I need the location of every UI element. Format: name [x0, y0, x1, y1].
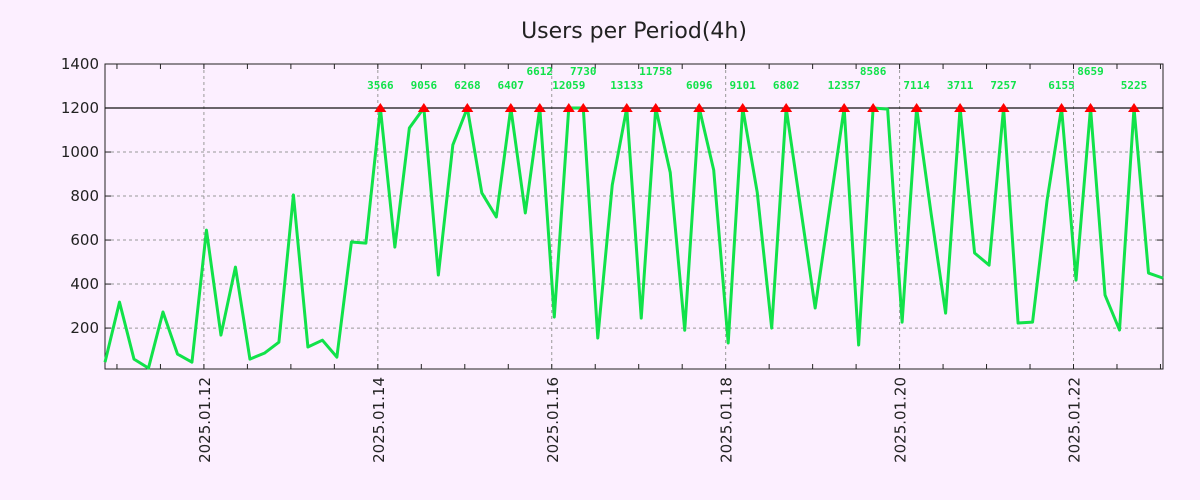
peak-marker-icon	[562, 103, 575, 113]
x-tick-label: 2025.01.16	[544, 377, 562, 463]
x-tick-label: 2025.01.20	[892, 377, 910, 463]
peak-marker-icon	[1055, 103, 1068, 113]
peak-value-label: 6407	[498, 79, 525, 92]
peak-value-label: 8586	[860, 65, 887, 78]
peak-value-label: 12357	[828, 79, 861, 92]
x-tick-label: 2025.01.14	[370, 377, 388, 463]
peak-value-label: 6155	[1048, 79, 1075, 92]
peak-value-label: 3566	[367, 79, 394, 92]
y-tick-label: 1200	[61, 99, 99, 117]
y-tick-label: 600	[70, 231, 99, 249]
peak-marker-icon	[620, 103, 633, 113]
peak-value-label: 7257	[990, 79, 1017, 92]
y-tick-label: 200	[70, 319, 99, 337]
peak-value-label: 8659	[1077, 65, 1104, 78]
peak-marker-icon	[867, 103, 880, 113]
peak-value-label: 9101	[729, 79, 756, 92]
peak-marker-icon	[504, 103, 517, 113]
peak-value-label: 11758	[639, 65, 672, 78]
peak-value-label: 6802	[773, 79, 800, 92]
peak-value-label: 6096	[686, 79, 713, 92]
users-line	[103, 106, 1164, 370]
peak-value-label: 7730	[570, 65, 597, 78]
peak-value-label: 6612	[527, 65, 554, 78]
peak-marker-icon	[1128, 103, 1141, 113]
peak-value-label: 12059	[552, 79, 585, 92]
peak-marker-icon	[838, 103, 851, 113]
peak-marker-icon	[374, 103, 387, 113]
x-tick-label: 2025.01.18	[718, 377, 736, 463]
peak-marker-icon	[533, 103, 546, 113]
peak-value-label: 5225	[1121, 79, 1148, 92]
x-tick-label: 2025.01.22	[1066, 377, 1084, 463]
series	[103, 106, 1164, 370]
x-tick-label: 2025.01.12	[196, 377, 214, 463]
y-tick-label: 400	[70, 275, 99, 293]
peak-marker-icon	[693, 103, 706, 113]
peak-marker-icon	[780, 103, 793, 113]
peak-value-label: 6268	[454, 79, 481, 92]
peak-marker-icon	[954, 103, 967, 113]
peak-marker-icon	[997, 103, 1010, 113]
peak-marker-icon	[649, 103, 662, 113]
y-tick-label: 800	[70, 187, 99, 205]
axes: 200 400 600 800 1000 1200 1400 2025.01.12 2025.0…	[61, 55, 1164, 463]
peak-marker-icon	[577, 103, 590, 113]
peak-value-label: 3711	[947, 79, 974, 92]
chart-title: Users per Period(4h)	[521, 19, 747, 44]
peak-value-label: 13133	[610, 79, 643, 92]
peak-value-label: 7114	[903, 79, 930, 92]
peak-marker-icon	[910, 103, 923, 113]
peak-marker-icon	[461, 103, 474, 113]
plot-frame	[104, 63, 1164, 370]
peak-marker-icon	[736, 103, 749, 113]
peak-marker-icon	[1084, 103, 1097, 113]
peak-value-label: 9056	[411, 79, 438, 92]
y-tick-label: 1000	[61, 143, 99, 161]
peak-marker-icon	[417, 103, 430, 113]
y-tick-label: 1400	[61, 55, 99, 73]
